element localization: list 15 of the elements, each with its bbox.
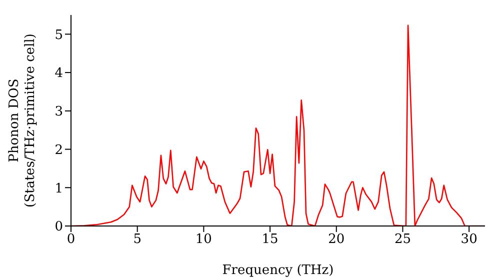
- x-tick-label: 5: [133, 232, 142, 248]
- x-tick-label: 15: [262, 232, 278, 248]
- x-tick-label: 25: [394, 232, 412, 248]
- y-tick-label: 1: [54, 181, 63, 196]
- y-tick-label: 4: [54, 66, 63, 82]
- y-tick-label: 5: [54, 28, 63, 43]
- x-tick-label: 10: [195, 232, 212, 248]
- x-tick-label: 20: [328, 232, 345, 248]
- y-tick-label: 0: [54, 220, 63, 235]
- y-axis-title: Phonon DOS (States/THz·primitive cell): [7, 33, 38, 208]
- y-tick-label: 2: [54, 142, 63, 158]
- x-axis-title: Frequency (THz): [222, 263, 334, 278]
- x-tick-label: 0: [66, 232, 76, 248]
- x-tick-label: 30: [460, 232, 478, 248]
- y-tick-label: 3: [54, 104, 63, 120]
